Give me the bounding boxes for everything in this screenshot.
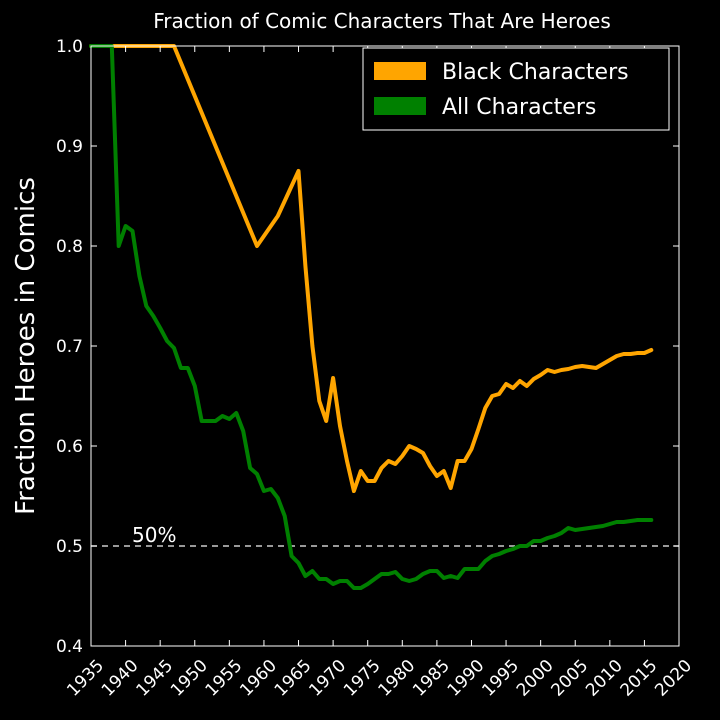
y-axis: 0.4 0.5 0.6 0.7 0.8 0.9 1.0 bbox=[56, 37, 679, 657]
x-tick-label: 1970 bbox=[305, 656, 350, 701]
x-tick-label: 2020 bbox=[651, 656, 696, 701]
x-tick-label: 2010 bbox=[582, 656, 627, 701]
y-tick-label: 0.6 bbox=[56, 437, 83, 457]
x-axis: 1935194019451950195519601965197019751980… bbox=[63, 46, 696, 701]
x-tick-label: 1975 bbox=[340, 656, 385, 701]
legend: Black Characters All Characters bbox=[362, 47, 670, 131]
x-tick-label: 1990 bbox=[444, 656, 489, 701]
series-line-all-characters bbox=[89, 44, 654, 590]
x-tick-label: 1950 bbox=[167, 656, 212, 701]
x-tick-label: 2015 bbox=[617, 656, 662, 701]
series-line-black-characters bbox=[89, 44, 654, 493]
y-tick-label: 0.9 bbox=[56, 137, 83, 157]
y-axis-label: Fraction Heroes in Comics bbox=[11, 177, 41, 515]
series-group bbox=[89, 44, 654, 590]
x-tick-label: 1935 bbox=[63, 656, 108, 701]
reference-line-label: 50% bbox=[132, 523, 176, 547]
legend-box bbox=[362, 47, 670, 131]
x-tick-label: 1955 bbox=[202, 656, 247, 701]
y-tick-label: 1.0 bbox=[56, 37, 83, 57]
legend-label-black-characters: Black Characters bbox=[442, 60, 629, 85]
x-tick-label: 1945 bbox=[132, 656, 177, 701]
x-tick-label: 1965 bbox=[271, 656, 316, 701]
x-tick-label: 1980 bbox=[375, 656, 420, 701]
legend-label-all-characters: All Characters bbox=[442, 95, 596, 120]
y-tick-label: 0.8 bbox=[56, 237, 83, 257]
legend-swatch-black-characters bbox=[374, 62, 426, 80]
legend-swatch-all-characters bbox=[374, 97, 426, 115]
y-tick-label: 0.4 bbox=[56, 637, 83, 657]
x-tick-label: 1985 bbox=[409, 656, 454, 701]
y-tick-label: 0.7 bbox=[56, 337, 83, 357]
x-tick-label: 2005 bbox=[548, 656, 593, 701]
y-tick-label: 0.5 bbox=[56, 537, 83, 557]
x-tick-label: 1960 bbox=[236, 656, 281, 701]
x-tick-label: 1995 bbox=[478, 656, 523, 701]
x-tick-label: 1940 bbox=[98, 656, 143, 701]
plot-frame bbox=[90, 45, 680, 647]
chart-title: Fraction of Comic Characters That Are He… bbox=[153, 9, 611, 33]
x-tick-label: 2000 bbox=[513, 656, 558, 701]
